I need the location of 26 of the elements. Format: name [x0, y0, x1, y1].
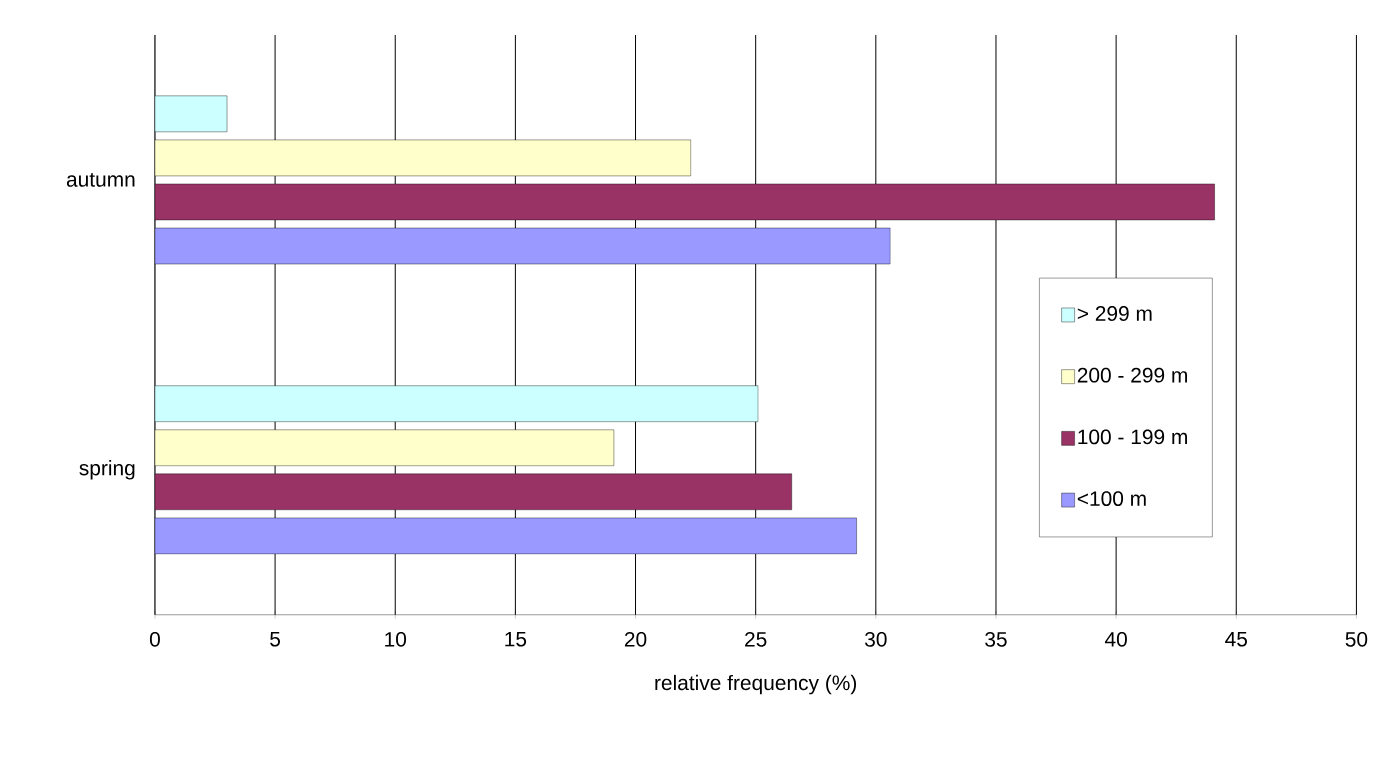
x-tick-label: 40 — [1104, 632, 1127, 647]
x-tick-label: 30 — [864, 632, 887, 647]
bar — [154, 385, 759, 423]
x-tick-label: 25 — [745, 632, 767, 647]
legend-label: <100 m — [1077, 491, 1146, 507]
x-tick-label: 5 — [270, 632, 281, 647]
bar — [154, 183, 1215, 221]
x-axis-title: relative frequency (%) — [655, 675, 857, 695]
x-tick-label: 10 — [385, 632, 407, 647]
y-tick-label: autumn — [66, 173, 135, 187]
bar — [154, 429, 615, 467]
legend-label: 200 - 299 m — [1077, 367, 1187, 383]
bar — [154, 95, 228, 133]
bar — [154, 517, 857, 555]
bar — [154, 473, 792, 511]
legend-label: 100 - 199 m — [1078, 429, 1187, 445]
x-tick-label: 45 — [1225, 632, 1247, 647]
x-tick-label: 0 — [149, 632, 160, 647]
bar — [154, 227, 891, 265]
x-tick-label: 50 — [1345, 632, 1368, 647]
legend-label: > 299 m — [1077, 306, 1152, 322]
bar — [154, 139, 691, 177]
x-tick-label: 15 — [505, 632, 527, 647]
x-tick-label: 35 — [985, 632, 1007, 647]
x-tick-label: 20 — [624, 632, 647, 647]
y-tick-label: spring — [79, 460, 135, 480]
